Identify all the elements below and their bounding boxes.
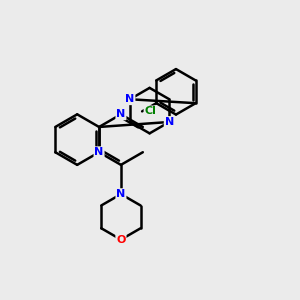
Text: O: O [116,235,126,244]
Text: N: N [94,147,104,157]
Text: Cl: Cl [145,106,156,116]
Text: N: N [165,117,174,127]
Text: N: N [116,189,126,199]
Text: N: N [125,94,134,104]
Text: N: N [116,109,126,119]
